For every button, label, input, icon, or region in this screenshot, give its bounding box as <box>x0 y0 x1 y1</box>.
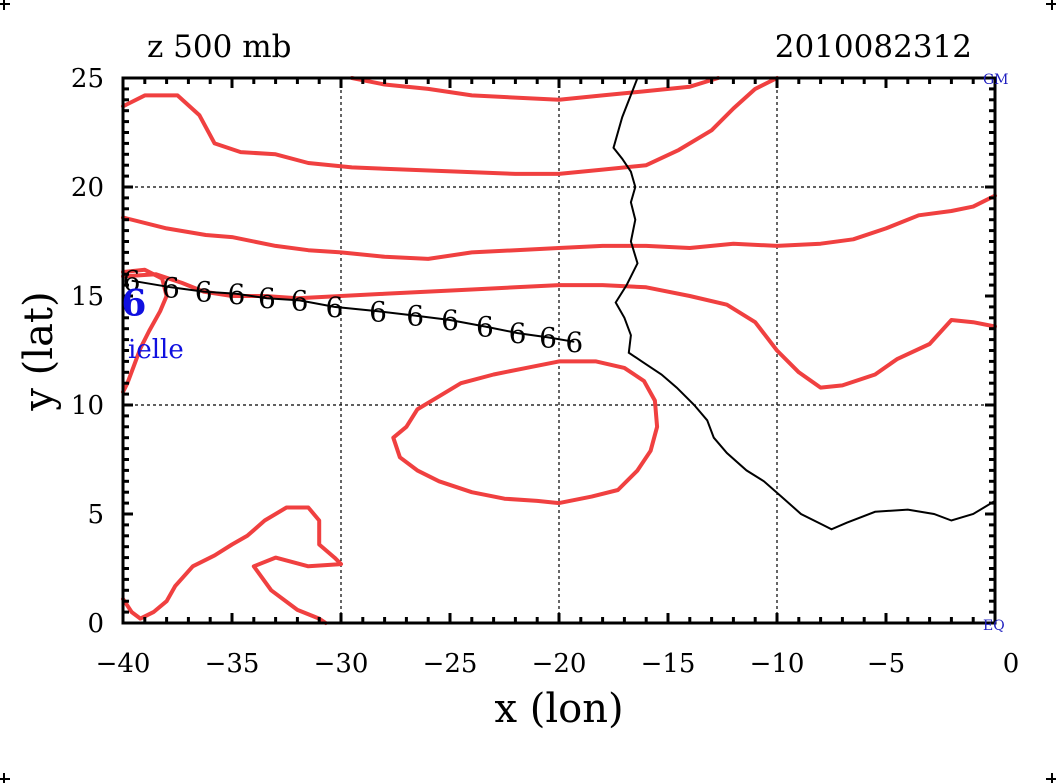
coastline <box>612 77 996 531</box>
y-tick-label: 10 <box>71 391 104 421</box>
y-tick-label: 25 <box>71 64 104 94</box>
x-tick-label: −15 <box>641 649 696 679</box>
storm-name-label: ielle <box>128 335 184 365</box>
tick-labels: −40 −35 −30 −25 −20 −15 −10 −5 0 0 5 10 15 20 25 <box>71 64 1019 679</box>
height-contours <box>121 76 997 625</box>
chart-title: z 500 mb <box>147 29 291 65</box>
track-point-symbol: 6 <box>441 304 459 337</box>
track-point-symbol: 6 <box>195 276 213 309</box>
contour-line <box>391 359 660 506</box>
x-tick-label: −40 <box>96 649 151 679</box>
axis-ticks <box>121 76 997 625</box>
coastline-path <box>612 77 996 531</box>
x-tick-label: −10 <box>750 649 805 679</box>
x-tick-label: −30 <box>314 649 369 679</box>
y-tick-label: 15 <box>71 282 104 312</box>
track-point-symbol: 6 <box>326 291 344 324</box>
x-tick-label: −20 <box>532 649 587 679</box>
y-tick-label: 5 <box>87 500 104 530</box>
contour-line <box>121 76 779 176</box>
y-tick-label: 0 <box>87 609 104 639</box>
contour-line <box>349 76 721 102</box>
track-point-symbol: 6 <box>227 278 245 311</box>
track-point-symbol: 6 <box>369 295 387 328</box>
track-point-symbol: 6 <box>258 282 276 315</box>
x-tick-label: −5 <box>867 649 905 679</box>
corner-label-bottom-right: EQ <box>983 618 1005 634</box>
contour-line <box>121 193 997 261</box>
y-axis-label: y (lat) <box>16 291 62 411</box>
x-tick-label: −35 <box>205 649 260 679</box>
storm-position-symbol: 6 <box>121 283 146 325</box>
grid-lines <box>123 78 995 623</box>
x-tick-label: −25 <box>423 649 478 679</box>
y-tick-label: 20 <box>71 173 104 203</box>
track-line <box>131 279 575 343</box>
x-axis-label: x (lon) <box>494 686 623 732</box>
track-point-symbol: 6 <box>406 300 424 333</box>
track-point-symbol: 6 <box>476 311 494 344</box>
track-point-symbol: 6 <box>509 317 527 350</box>
chart-timestamp: 2010082312 <box>775 29 972 65</box>
x-tick-label: 0 <box>1003 649 1020 679</box>
contour-line <box>121 267 169 394</box>
corner-label-top-right: GM <box>983 72 1009 88</box>
track-point-symbol: 6 <box>565 326 583 359</box>
track-point-symbol: 6 <box>162 271 180 304</box>
track-point-symbol: 6 <box>539 321 557 354</box>
track-point-symbol: 6 <box>291 284 309 317</box>
contour-line <box>121 505 343 625</box>
